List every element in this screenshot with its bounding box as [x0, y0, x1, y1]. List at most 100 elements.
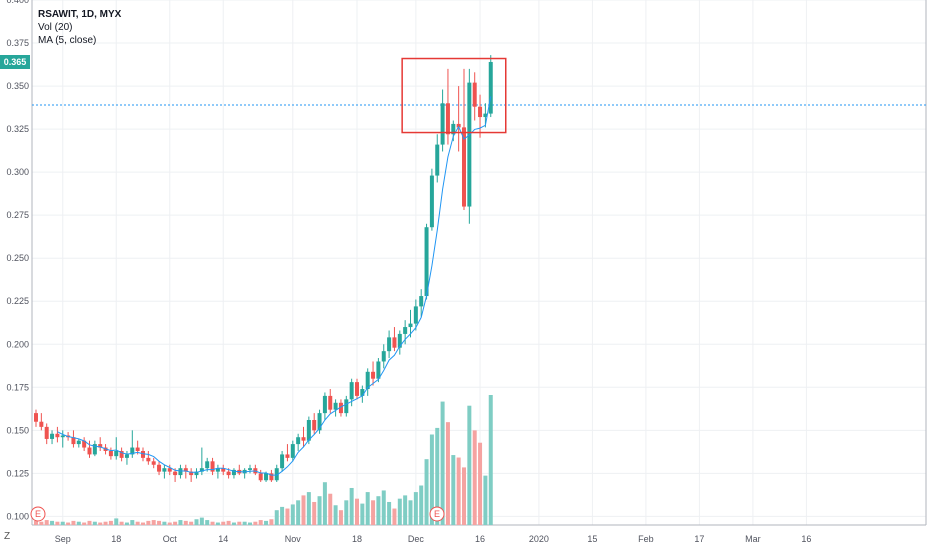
volume-bar	[344, 500, 349, 525]
candle-body	[114, 450, 119, 457]
candle-body	[381, 351, 386, 362]
y-tick-label: 0.200	[6, 339, 29, 349]
volume-bar	[114, 518, 119, 525]
y-tick-label: 0.250	[6, 253, 29, 263]
chart-legend: RSAWIT, 1D, MYX Vol (20) MA (5, close)	[38, 8, 121, 47]
legend-symbol: RSAWIT, 1D, MYX	[38, 9, 122, 20]
candle-body	[322, 395, 327, 414]
candle-body	[435, 144, 440, 176]
candle-body	[365, 371, 370, 390]
candle-body	[269, 473, 274, 481]
volume-bar	[296, 500, 301, 525]
volume-bar	[215, 522, 220, 525]
volume-bar	[226, 520, 231, 525]
volume-bar	[253, 521, 258, 525]
candle-body	[210, 461, 215, 472]
volume-bar	[355, 498, 359, 525]
volume-bar	[258, 520, 263, 525]
candle-body	[162, 468, 167, 472]
candle-body	[440, 103, 445, 145]
candle-body	[173, 471, 178, 476]
volume-bar	[124, 522, 129, 525]
candle-body	[226, 471, 231, 476]
candle-body	[371, 371, 376, 379]
candle-body	[333, 402, 338, 410]
volume-bar	[173, 521, 178, 525]
volume-bar	[199, 517, 204, 525]
candle-body	[413, 306, 418, 324]
y-tick-label: 0.125	[6, 468, 29, 478]
volume-bar	[66, 522, 71, 525]
candle-body	[167, 468, 172, 472]
candle-body	[360, 389, 365, 396]
volume-bar	[387, 501, 392, 525]
x-tick-label: 18	[352, 534, 362, 544]
volume-bar	[435, 427, 440, 525]
volume-bar	[371, 500, 376, 525]
x-tick-label: Mar	[745, 534, 761, 544]
candle-body	[338, 402, 343, 414]
y-tick-label: 0.300	[6, 167, 29, 177]
volume-bar	[119, 521, 124, 525]
candle-body	[328, 395, 333, 410]
volume-bar	[157, 520, 162, 525]
volume-bar	[189, 521, 194, 525]
volume-bar	[290, 504, 295, 525]
candle-body	[467, 82, 472, 207]
ma-line	[57, 96, 492, 476]
zoom-reset-button[interactable]: Z	[4, 531, 11, 542]
highlight-box	[401, 57, 507, 134]
volume-bar	[178, 520, 183, 525]
volume-bar	[71, 520, 76, 525]
volume-bar	[55, 521, 60, 525]
candle-body	[445, 103, 450, 135]
volume-bar	[82, 522, 87, 525]
volume-bar	[413, 492, 418, 525]
candle-body	[221, 468, 226, 472]
volume-bar	[403, 495, 408, 525]
candle-body	[392, 337, 397, 348]
volume-bar	[381, 490, 386, 525]
volume-bar	[130, 520, 135, 525]
y-tick-label: 0.350	[6, 81, 29, 91]
earnings-marker-label: E	[434, 509, 440, 519]
candle-body	[183, 468, 188, 472]
candle-body	[451, 123, 456, 135]
volume-bar	[349, 487, 354, 525]
candle-body	[483, 113, 488, 118]
candle-body	[306, 420, 311, 441]
volume-bar	[429, 434, 434, 525]
volume-bar	[146, 520, 151, 525]
volume-bar	[141, 522, 145, 525]
x-tick-label: 15	[587, 534, 597, 544]
candle-body	[199, 468, 204, 472]
volume-bar	[408, 500, 413, 525]
volume-bar	[440, 401, 445, 525]
candle-body	[280, 454, 285, 469]
candle-body	[274, 468, 279, 481]
candle-body	[408, 323, 413, 328]
volume-bar	[248, 522, 252, 525]
volume-bar	[39, 521, 44, 525]
volume-bar	[92, 521, 97, 525]
candle-body	[34, 413, 38, 422]
candle-body	[344, 399, 349, 414]
y-tick-label: 0.225	[6, 296, 29, 306]
volume-bar	[76, 521, 81, 525]
candle-body	[349, 382, 354, 400]
volume-bar	[162, 521, 167, 525]
volume-bar	[333, 505, 338, 525]
volume-bar	[237, 521, 242, 525]
volume-bar	[135, 521, 140, 525]
earnings-marker-icon	[30, 506, 46, 522]
volume-bar	[360, 503, 365, 525]
x-tick-label: 2020	[529, 534, 549, 544]
volume-bar	[456, 457, 461, 525]
volume-bar	[488, 395, 493, 525]
volume-bar	[167, 522, 172, 525]
y-tick-label: 0.325	[6, 124, 29, 134]
last-price-tag: 0.365	[0, 54, 30, 69]
candle-body	[178, 468, 183, 476]
x-tick-label: Sep	[55, 534, 71, 544]
